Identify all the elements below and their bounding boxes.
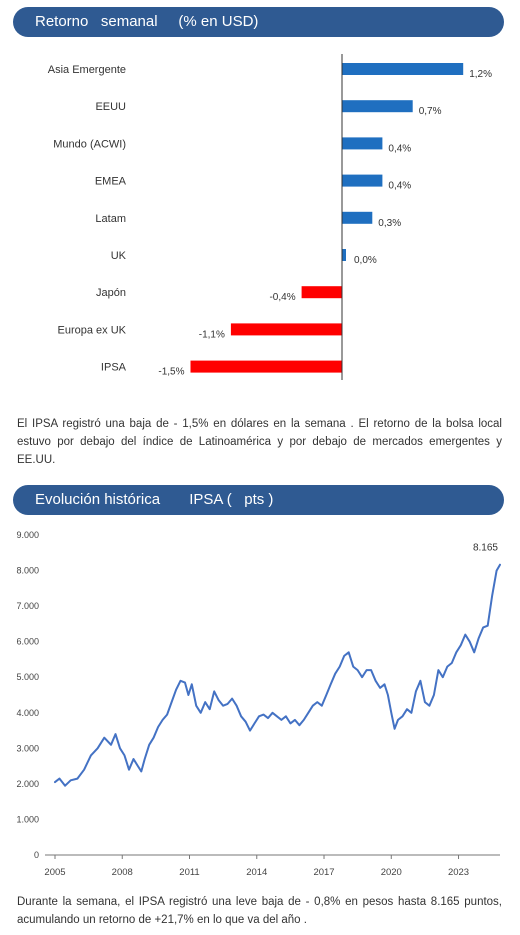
weekly-return-bar-chart: Asia Emergente 1,2% EEUU 0,7% Mundo (ACWI) 0,… bbox=[48, 54, 492, 380]
y-tick-label-5: 5.000 bbox=[16, 672, 39, 682]
y-tick-label-4: 4.000 bbox=[16, 708, 39, 718]
x-tick-label-0: 2005 bbox=[44, 867, 65, 878]
y-tick-label-7: 7.000 bbox=[16, 601, 39, 611]
x-tick-label-3: 2014 bbox=[246, 867, 267, 878]
x-tick-label-4: 2017 bbox=[313, 867, 334, 878]
bar-category-label-0: Asia Emergente bbox=[48, 64, 126, 76]
bar-7 bbox=[230, 323, 342, 336]
bar-category-label-8: IPSA bbox=[101, 362, 127, 374]
x-tick-label-5: 2020 bbox=[381, 867, 402, 878]
bar-value-label-2: 0,4% bbox=[388, 143, 411, 154]
bar-category-label-4: Latam bbox=[95, 213, 126, 225]
bar-value-label-7: -1,1% bbox=[199, 329, 225, 340]
y-tick-label-9: 9.000 bbox=[16, 530, 39, 540]
bar-value-label-0: 1,2% bbox=[469, 69, 492, 80]
ipsa-series-line bbox=[54, 563, 501, 787]
bar-2 bbox=[342, 137, 383, 150]
x-tick-label-6: 2023 bbox=[448, 867, 469, 878]
ipsa-history-line-chart: 0 1.000 2.000 3.000 4.000 5.000 6.000 7.000 8.00… bbox=[16, 530, 501, 878]
x-tick-label-2: 2011 bbox=[179, 867, 199, 878]
bar-value-label-6: -0,4% bbox=[269, 292, 295, 303]
bar-6 bbox=[301, 286, 342, 299]
bar-value-label-1: 0,7% bbox=[419, 106, 442, 117]
bar-value-label-8: -1,5% bbox=[158, 367, 184, 378]
ipsa-weekly-commentary: Durante la semana, el IPSA registró una … bbox=[17, 896, 502, 926]
x-tick-label-1: 2008 bbox=[112, 867, 133, 878]
bar-category-label-5: UK bbox=[111, 250, 127, 262]
y-tick-label-2: 2.000 bbox=[16, 779, 39, 789]
y-tick-label-0: 0 bbox=[34, 850, 39, 860]
last-value-label: 8.165 bbox=[473, 543, 498, 554]
bar-1 bbox=[342, 100, 413, 113]
bar-category-label-1: EEUU bbox=[95, 101, 126, 113]
bar-category-label-7: Europa ex UK bbox=[58, 324, 127, 336]
bar-category-label-2: Mundo (ACWI) bbox=[53, 138, 126, 150]
bar-3 bbox=[342, 174, 383, 187]
weekly-return-commentary: El IPSA registró una baja de - 1,5% en d… bbox=[17, 418, 502, 466]
bar-category-label-6: Japón bbox=[96, 287, 126, 299]
y-tick-label-1: 1.000 bbox=[16, 814, 39, 824]
bar-5 bbox=[342, 249, 346, 261]
bar-value-label-4: 0,3% bbox=[378, 218, 401, 229]
bar-4 bbox=[342, 211, 373, 224]
bar-8 bbox=[190, 360, 342, 373]
weekly-return-header: Retorno semanal (% en USD) bbox=[13, 7, 504, 37]
ipsa-history-header: Evolución histórica IPSA ( pts ) bbox=[13, 485, 504, 515]
y-tick-label-3: 3.000 bbox=[16, 743, 39, 753]
y-tick-label-6: 6.000 bbox=[16, 637, 39, 647]
y-tick-label-8: 8.000 bbox=[16, 566, 39, 576]
bar-category-label-3: EMEA bbox=[95, 176, 127, 188]
bar-value-label-3: 0,4% bbox=[388, 181, 411, 192]
bar-value-label-5: 0,0% bbox=[354, 255, 377, 266]
bar-0 bbox=[342, 63, 464, 75]
